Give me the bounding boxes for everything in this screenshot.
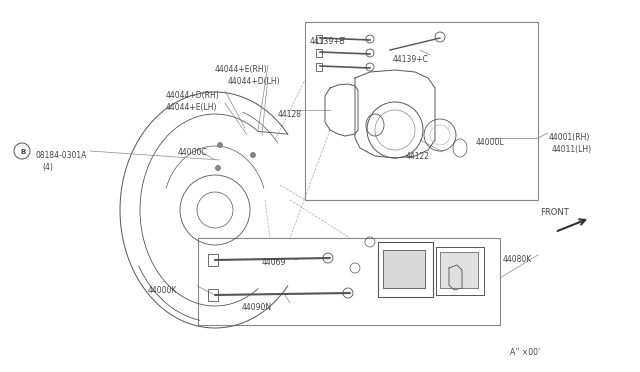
- Text: 44000K: 44000K: [148, 286, 177, 295]
- Bar: [208, 254, 218, 266]
- Text: (4): (4): [42, 163, 53, 172]
- Bar: [305, 22, 538, 200]
- Text: 44069: 44069: [262, 258, 286, 267]
- Bar: [316, 35, 322, 43]
- Circle shape: [218, 142, 223, 148]
- Text: 44044+E(RH): 44044+E(RH): [215, 65, 268, 74]
- Text: 44000L: 44000L: [476, 138, 504, 147]
- Bar: [436, 247, 484, 295]
- Text: 44000C: 44000C: [178, 148, 207, 157]
- Bar: [198, 238, 500, 325]
- Bar: [383, 250, 425, 288]
- Bar: [378, 242, 433, 297]
- Text: 44122: 44122: [406, 152, 430, 161]
- Text: 44090N: 44090N: [242, 303, 272, 312]
- Text: 44044+D(LH): 44044+D(LH): [228, 77, 280, 86]
- Text: 44139+B: 44139+B: [310, 37, 346, 46]
- Bar: [208, 289, 218, 301]
- Text: Aʹʹ ×00ʹ: Aʹʹ ×00ʹ: [510, 348, 540, 357]
- Text: 44044+E(LH): 44044+E(LH): [166, 103, 218, 112]
- Bar: [316, 49, 322, 57]
- Text: 44001(RH): 44001(RH): [549, 133, 590, 142]
- Text: 44011(LH): 44011(LH): [552, 145, 592, 154]
- Text: 44044+D(RH): 44044+D(RH): [166, 91, 220, 100]
- Text: 08184-0301A: 08184-0301A: [35, 151, 86, 160]
- Bar: [440, 252, 478, 288]
- Text: 44128: 44128: [278, 110, 302, 119]
- Circle shape: [250, 153, 255, 157]
- Text: 44080K: 44080K: [503, 255, 532, 264]
- Circle shape: [216, 166, 221, 170]
- Text: 44139+C: 44139+C: [393, 55, 429, 64]
- Bar: [316, 63, 322, 71]
- Text: B: B: [20, 149, 26, 155]
- Text: FRONT: FRONT: [540, 208, 569, 217]
